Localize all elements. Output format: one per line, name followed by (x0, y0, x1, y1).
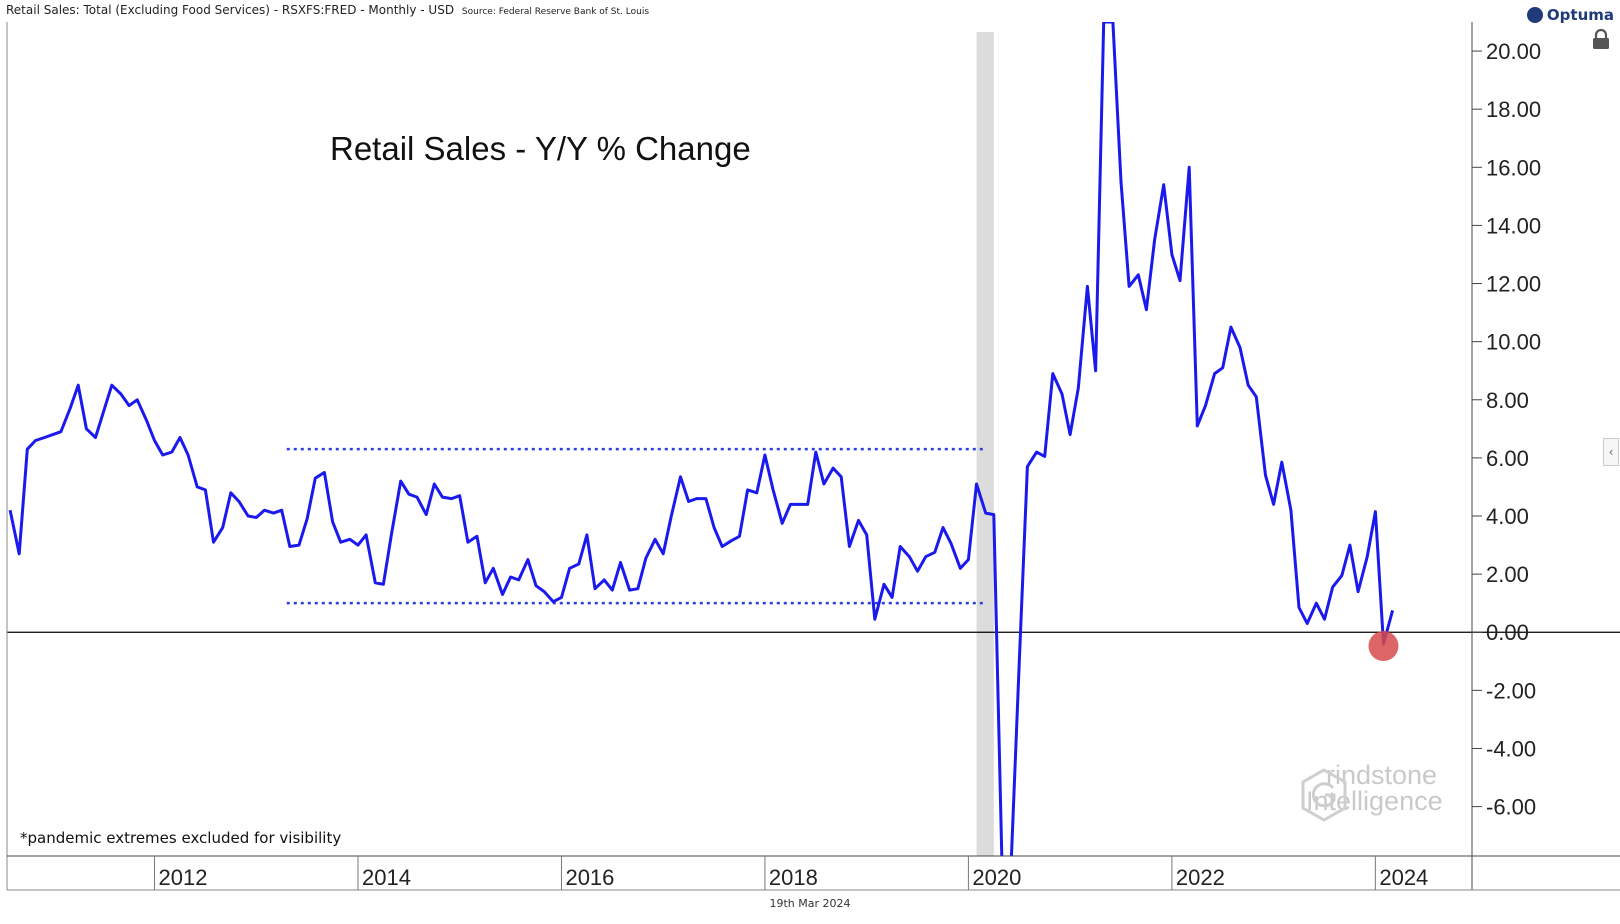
recession-shading (976, 32, 994, 856)
date-stamp: 19th Mar 2024 (769, 897, 851, 910)
x-tick-label: 2018 (769, 865, 818, 890)
y-tick-label: 10.00 (1486, 330, 1541, 355)
y-tick-label: 2.00 (1486, 562, 1529, 587)
latest-value-marker (1368, 630, 1399, 661)
data-source: Source: Federal Reserve Bank of St. Loui… (461, 7, 650, 17)
y-tick-label: 6.00 (1486, 446, 1529, 471)
watermark-line-2: Intelligence (1306, 786, 1443, 816)
y-tick-label: 20.00 (1486, 39, 1541, 64)
x-tick-label: 2024 (1379, 865, 1428, 890)
optuma-logo-icon (1526, 7, 1543, 23)
grindstone-watermark: rindstone Intelligence (1301, 762, 1443, 822)
y-tick-label: 14.00 (1486, 213, 1541, 238)
collapse-panel-button[interactable]: ‹ (1603, 438, 1619, 466)
y-tick-label: 12.00 (1486, 272, 1541, 297)
x-tick-label: 2014 (362, 865, 411, 890)
hexagon-g-icon (1301, 768, 1347, 822)
footnote: *pandemic extremes excluded for visibili… (20, 829, 342, 847)
series-header: Retail Sales: Total (Excluding Food Serv… (6, 3, 649, 17)
series-title: Retail Sales: Total (Excluding Food Serv… (6, 3, 455, 17)
optuma-brand[interactable]: Optuma (1526, 6, 1614, 24)
y-tick-label: 4.00 (1486, 504, 1529, 529)
chevron-left-icon: ‹ (1608, 445, 1614, 459)
series-line (8, 22, 1395, 856)
y-tick-label: 0.00 (1486, 620, 1529, 645)
x-tick-label: 2016 (565, 865, 614, 890)
y-tick-label: -6.00 (1486, 795, 1536, 820)
x-tick-label: 2022 (1176, 865, 1225, 890)
y-tick-label: -4.00 (1486, 736, 1536, 761)
brand-name: Optuma (1546, 6, 1614, 24)
x-tick-label: 2020 (972, 865, 1021, 890)
lock-icon[interactable] (1591, 28, 1611, 50)
y-tick-label: 16.00 (1486, 155, 1541, 180)
chart-title: Retail Sales - Y/Y % Change (330, 130, 751, 167)
y-tick-label: 18.00 (1486, 97, 1541, 122)
x-tick-label: 2012 (159, 865, 208, 890)
y-tick-label: 8.00 (1486, 388, 1529, 413)
y-tick-label: -2.00 (1486, 678, 1536, 703)
